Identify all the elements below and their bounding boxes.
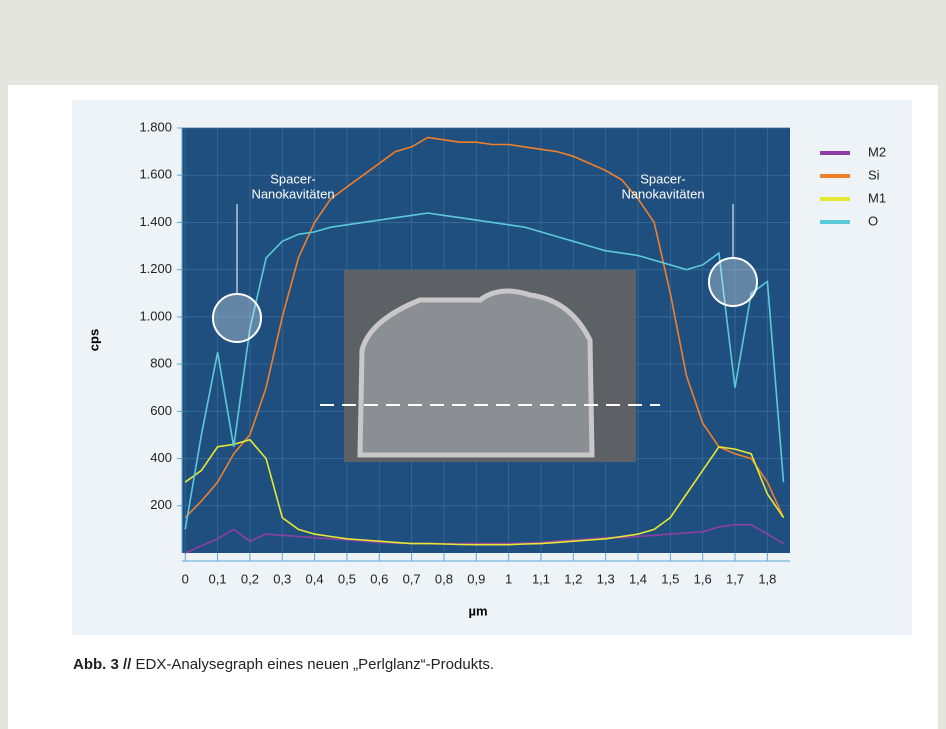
x-tick-label: 0,3 (273, 571, 291, 586)
x-tick-label: 0,4 (306, 571, 324, 586)
x-tick-label: 1,2 (564, 571, 582, 586)
series-line (184, 523, 784, 554)
caption-text: EDX-Analysegraph eines neuen „Perlglanz“… (135, 656, 495, 673)
x-tick-label: 1,7 (726, 571, 744, 586)
series-line (184, 212, 785, 530)
annotation: Spacer- (270, 171, 316, 186)
x-tick-label: 0 (182, 571, 189, 586)
annotation: Nanokavitäten (621, 186, 704, 201)
caption-label: Abb. 3 // (73, 656, 132, 673)
x-tick-label: 0,9 (467, 571, 485, 586)
legend-label: M2 (868, 144, 886, 159)
x-tick-label: 0,1 (209, 571, 227, 586)
y-tick-label: 200 (150, 497, 172, 512)
x-tick-label: 0,5 (338, 571, 356, 586)
annotation: Spacer- (640, 171, 686, 186)
y-tick-label: 1.600 (139, 167, 172, 182)
x-tick-label: 0,6 (370, 571, 388, 586)
sem-particle (357, 288, 595, 458)
x-tick-label: 1 (505, 571, 512, 586)
y-tick-label: 800 (150, 356, 172, 371)
annotation: Nanokavitäten (251, 186, 334, 201)
y-tick-label: 600 (150, 403, 172, 418)
x-tick-label: 1,4 (629, 571, 647, 586)
x-axis-label: µm (468, 603, 487, 618)
x-tick-label: 1,5 (661, 571, 679, 586)
x-tick-label: 0,7 (403, 571, 421, 586)
y-tick-label: 400 (150, 450, 172, 465)
annotation-circle (212, 293, 262, 343)
x-tick-label: 0,8 (435, 571, 453, 586)
x-tick-label: 1,8 (758, 571, 776, 586)
x-tick-label: 0,2 (241, 571, 259, 586)
y-tick-label: 1.400 (139, 214, 172, 229)
annotation-circle (708, 257, 758, 307)
y-tick-label: 1.000 (139, 308, 172, 323)
x-tick-label: 1,1 (532, 571, 550, 586)
x-tick-label: 1,6 (694, 571, 712, 586)
caption: Abb. 3 // EDX-Analysegraph eines neuen „… (73, 656, 494, 673)
legend-label: O (868, 213, 878, 228)
legend-label: M1 (868, 190, 886, 205)
x-tick-label: 1,3 (597, 571, 615, 586)
y-axis-label: cps (86, 329, 101, 351)
legend-label: Si (868, 167, 880, 182)
y-tick-label: 1.800 (139, 119, 172, 134)
series-line (184, 438, 785, 546)
y-tick-label: 1.200 (139, 261, 172, 276)
series-line (184, 136, 785, 519)
